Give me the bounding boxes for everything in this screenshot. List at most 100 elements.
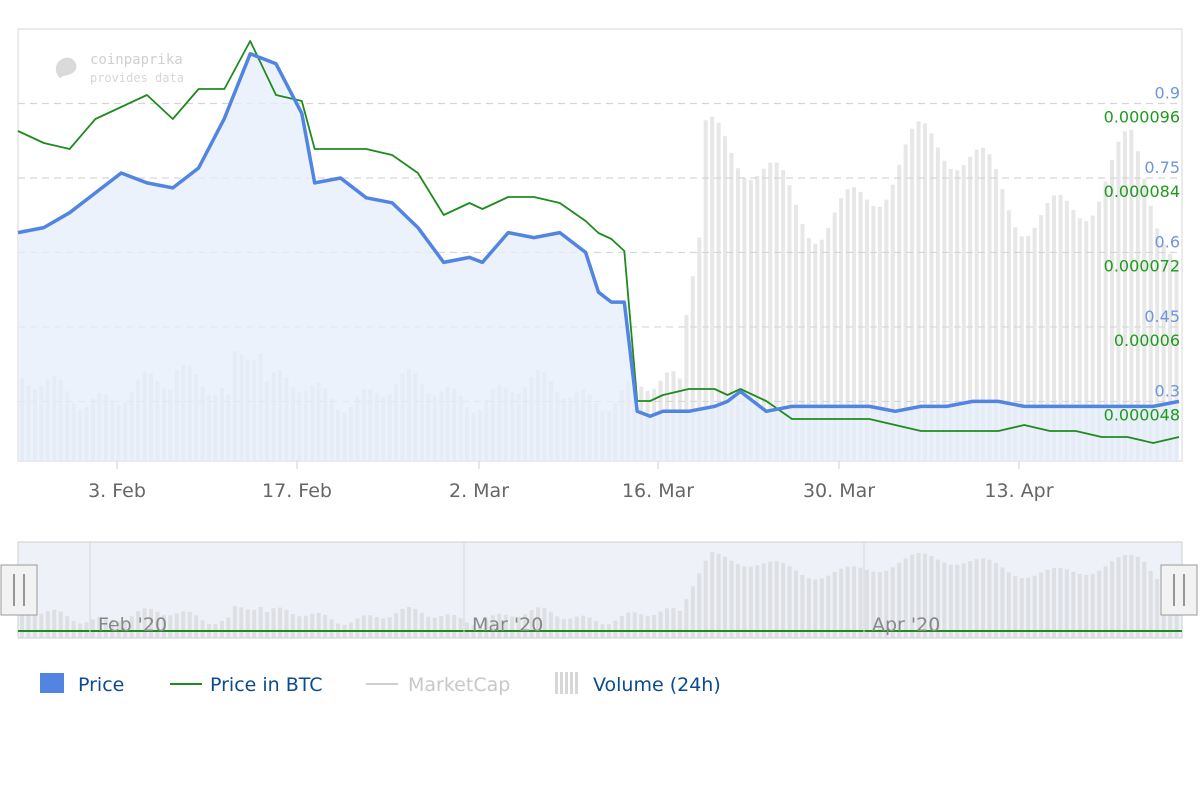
navigator-volume-bar (175, 613, 179, 638)
legend-item-volume[interactable]: Volume (24h) (555, 672, 721, 696)
navigator-volume-bar (65, 616, 69, 638)
navigator-volume-bar (375, 617, 379, 638)
navigator-volume-bar (723, 557, 727, 638)
navigator-volume-bar (1078, 574, 1082, 638)
navigator-label-feb: Feb '20 (98, 614, 167, 636)
navigator-volume-bar (1136, 557, 1140, 638)
navigator-volume-bar (388, 617, 392, 638)
navigator-volume-bar (233, 606, 237, 638)
navigator-volume-bar (394, 613, 398, 638)
navigator-volume-bar (1058, 568, 1062, 638)
navigator-volume-bar (613, 621, 617, 638)
navigator-volume-bar (646, 616, 650, 638)
legend-volume-symbol (555, 672, 578, 694)
navigator-volume-bar (839, 569, 843, 638)
navigator-volume-bar (949, 565, 953, 638)
navigator-volume-bar (278, 608, 282, 638)
navigator-volume-bar (220, 621, 224, 638)
navigator-volume-bar (259, 607, 263, 638)
navigator-volume-bar (46, 611, 50, 638)
navigator-volume-bar (426, 617, 430, 638)
navigator-right-handle[interactable] (1161, 565, 1197, 615)
navigator-volume-bar (942, 563, 946, 638)
left-tick-label: 0.45 (1144, 307, 1180, 326)
navigator-label-apr: Apr '20 (872, 614, 940, 636)
legend-price-label: Price (78, 674, 124, 696)
navigator[interactable]: Feb '20 Mar '20 Apr '20 (1, 542, 1197, 638)
x-tick-label: 30. Mar (803, 480, 875, 502)
navigator-volume-bar (381, 618, 385, 638)
right-tick-label: 0.000096 (1104, 107, 1180, 126)
navigator-volume-bar (781, 563, 785, 638)
navigator-volume-bar (755, 565, 759, 638)
left-tick-label: 0.6 (1155, 232, 1180, 251)
x-tick-label: 17. Feb (262, 480, 332, 502)
legend-item-marketcap[interactable]: MarketCap (366, 674, 510, 696)
navigator-volume-bar (678, 611, 682, 638)
navigator-volume-bar (575, 617, 579, 638)
navigator-volume-bar (981, 558, 985, 638)
navigator-volume-bar (820, 579, 824, 638)
x-tick-label: 13. Apr (984, 480, 1053, 502)
navigator-volume-bar (1097, 571, 1101, 638)
navigator-volume-bar (252, 610, 256, 638)
right-tick-label: 0.00006 (1114, 331, 1180, 350)
navigator-volume-bar (717, 554, 721, 638)
navigator-volume-bar (401, 609, 405, 638)
navigator-volume-bar (710, 552, 714, 638)
navigator-volume-bar (310, 614, 314, 638)
navigator-volume-bar (317, 613, 321, 638)
navigator-volume-bar (730, 561, 734, 638)
navigator-volume-bar (1046, 570, 1050, 638)
navigator-volume-bar (562, 619, 566, 638)
legend-volume-bar (565, 672, 568, 694)
navigator-volume-bar (788, 566, 792, 638)
watermark-subtitle: provides data (90, 71, 184, 85)
navigator-volume-bar (59, 612, 63, 638)
legend-item-price[interactable]: Price (40, 673, 124, 696)
navigator-volume-bar (826, 576, 830, 638)
legend-marketcap-label: MarketCap (408, 674, 510, 696)
right-tick-label: 0.000084 (1104, 182, 1180, 201)
navigator-volume-bar (807, 578, 811, 638)
left-tick-label: 0.75 (1144, 158, 1180, 177)
left-tick-label: 0.3 (1155, 381, 1180, 400)
navigator-volume-bar (1071, 572, 1075, 638)
navigator-volume-bar (304, 616, 308, 638)
navigator-volume-bar (1000, 567, 1004, 638)
navigator-volume-bar (594, 621, 598, 638)
navigator-volume-bar (1123, 555, 1127, 638)
navigator-volume-bar (433, 618, 437, 638)
navigator-volume-bar (762, 563, 766, 638)
navigator-volume-bar (407, 607, 411, 638)
navigator-volume-bar (988, 560, 992, 638)
navigator-volume-bar (1013, 576, 1017, 638)
legend-volume-bar (575, 672, 578, 694)
navigator-volume-bar (800, 575, 804, 638)
navigator-volume-bar (439, 616, 443, 638)
navigator-volume-bar (1110, 561, 1114, 638)
navigator-left-handle[interactable] (1, 565, 37, 615)
navigator-volume-bar (968, 561, 972, 638)
navigator-volume-bar (323, 615, 327, 638)
legend-price-symbol (40, 673, 64, 693)
navigator-volume-bar (452, 615, 456, 638)
navigator-volume-bar (1007, 572, 1011, 638)
legend-volume-label: Volume (24h) (593, 674, 721, 696)
navigator-volume-bar (201, 620, 205, 638)
navigator-volume-bar (568, 619, 572, 638)
navigator-volume-bar (1084, 575, 1088, 638)
navigator-volume-bar (459, 618, 463, 638)
navigator-volume-bar (1033, 576, 1037, 638)
navigator-volume-bar (284, 610, 288, 638)
legend-item-price-btc[interactable]: Price in BTC (170, 674, 323, 696)
navigator-volume-bar (181, 611, 185, 638)
navigator-volume-bar (194, 615, 198, 638)
navigator-volume-bar (188, 612, 192, 638)
navigator-volume-bar (768, 562, 772, 638)
navigator-volume-bar (1104, 566, 1108, 638)
legend-price-btc-label: Price in BTC (210, 674, 323, 696)
navigator-volume-bar (555, 616, 559, 638)
